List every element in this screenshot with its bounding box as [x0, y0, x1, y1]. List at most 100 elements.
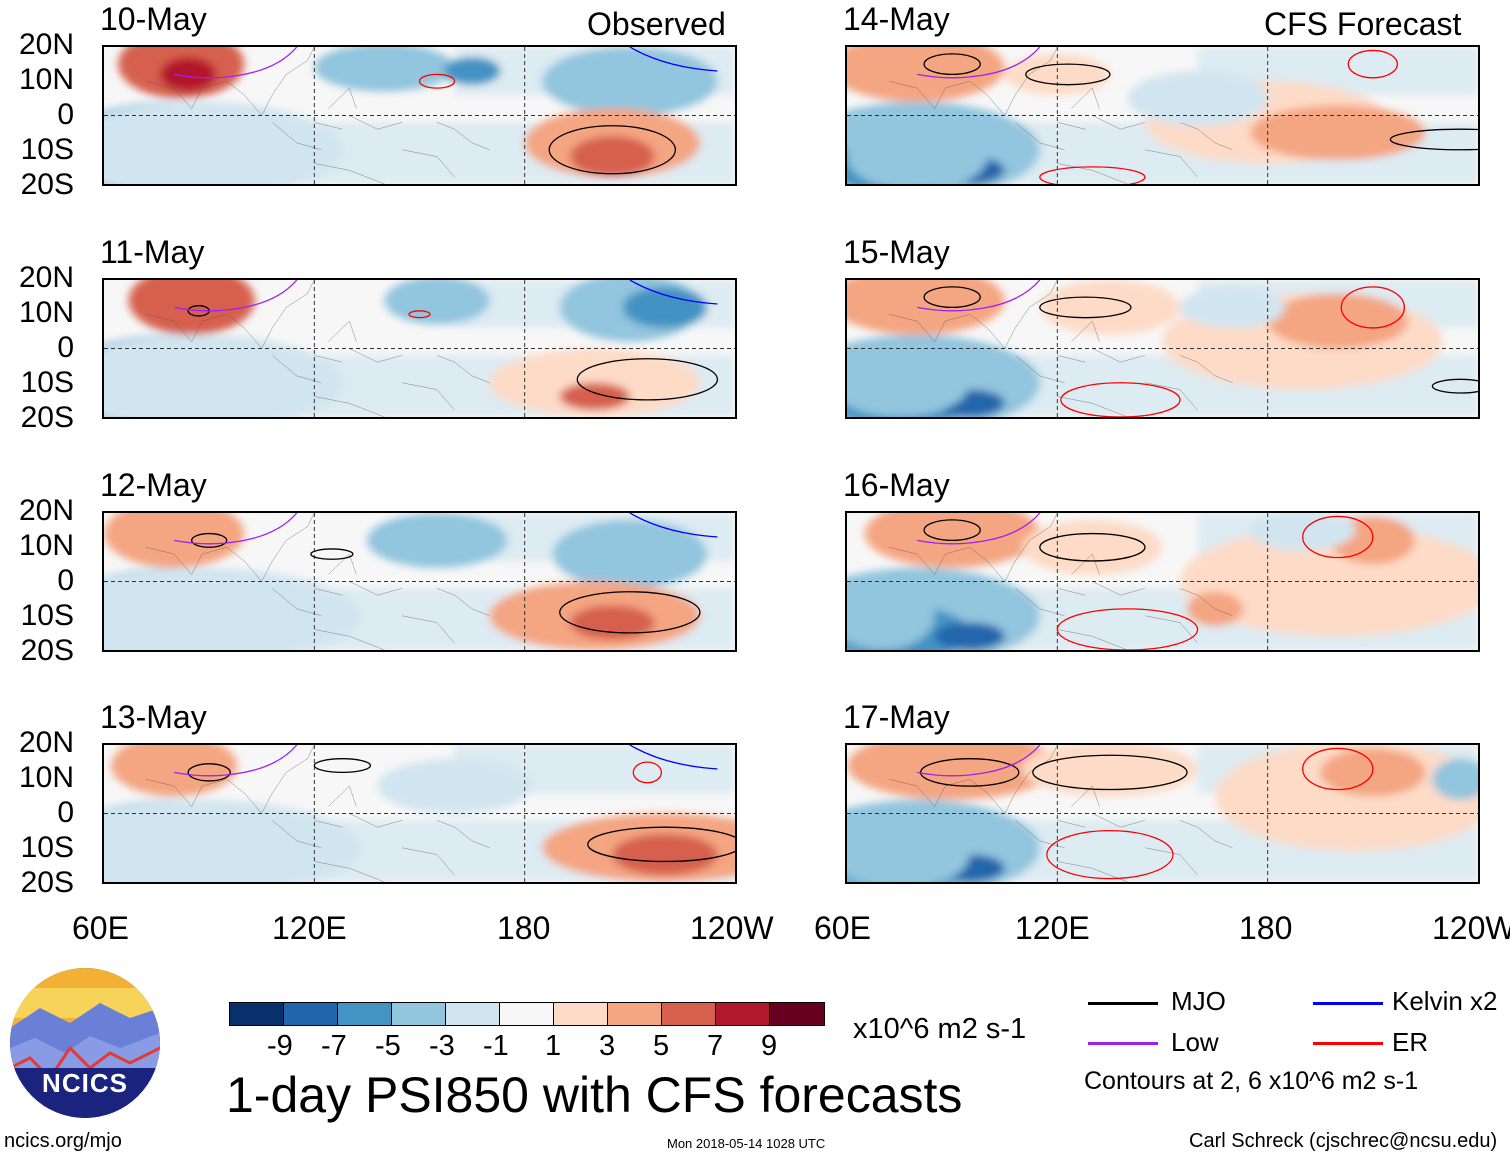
lat-tick: 20N: [18, 726, 74, 759]
anomaly-region: [377, 758, 532, 814]
colorbar-swatch: [392, 1003, 446, 1025]
lon-tick: 180: [497, 910, 551, 946]
anomaly-region: [612, 834, 718, 876]
panel-date: 16-May: [843, 467, 950, 503]
colorbar-label: -7: [321, 1030, 347, 1062]
panel-date: 13-May: [100, 699, 207, 735]
panel-date: 15-May: [843, 234, 950, 270]
anomaly-region: [1250, 513, 1356, 551]
map-panel: [845, 278, 1480, 419]
er-contour: [420, 74, 455, 88]
lat-tick: 20N: [18, 261, 74, 294]
colorbar-swatch: [554, 1003, 608, 1025]
map-panel: [845, 45, 1480, 186]
colorbar-swatch: [770, 1003, 824, 1025]
mjo-contour: [1040, 534, 1145, 561]
colorbar-label: -9: [267, 1030, 293, 1062]
mjo-contour: [924, 520, 980, 541]
panel-date: 17-May: [843, 699, 950, 735]
forecast-header: CFS Forecast: [1264, 6, 1462, 42]
anomaly-region: [847, 280, 1005, 335]
coastline: [146, 47, 490, 184]
anomaly-region: [1267, 293, 1408, 349]
coastline: [889, 745, 1233, 882]
lat-tick: 20N: [18, 28, 74, 61]
anomaly-region: [559, 382, 630, 411]
colorbar-swatch: [284, 1003, 338, 1025]
mjo-contour: [1033, 755, 1187, 789]
legend-low-line: [1088, 1042, 1158, 1045]
mjo-contour: [549, 126, 675, 174]
kelvin-contour: [630, 745, 718, 769]
anomaly-region: [847, 820, 970, 882]
kelvin-contour: [630, 47, 718, 71]
anomaly-region: [1250, 105, 1426, 161]
anomaly-region: [847, 47, 1005, 102]
colorbar-label: 3: [599, 1030, 616, 1062]
map-panel: [102, 278, 737, 419]
lat-tick: 0: [57, 564, 74, 597]
er-contour: [1047, 831, 1173, 879]
mjo-contour: [1390, 129, 1478, 150]
lat-tick: 20S: [20, 168, 74, 201]
anomaly-region: [622, 286, 707, 328]
coastline: [146, 745, 490, 882]
er-contour: [409, 311, 430, 318]
legend-low-label: Low: [1171, 1027, 1219, 1057]
anomaly-region: [570, 605, 655, 640]
anomaly-region: [160, 293, 224, 328]
mjo-contour: [1026, 64, 1110, 85]
footer-url[interactable]: ncics.org/mjo: [4, 1130, 122, 1152]
anomaly-region: [847, 122, 988, 184]
legend-kelvin-line: [1313, 1002, 1383, 1005]
coastline: [146, 280, 490, 417]
colorbar-swatch: [500, 1003, 554, 1025]
colorbar-label: 7: [707, 1030, 724, 1062]
anomaly-region: [570, 136, 655, 178]
lat-tick: 20S: [20, 866, 74, 899]
anomaly-region: [111, 745, 238, 797]
anomaly-region: [366, 513, 508, 568]
er-contour: [1040, 167, 1145, 184]
er-contour: [1057, 609, 1197, 650]
mjo-contour: [1040, 297, 1131, 318]
er-contour: [1303, 516, 1373, 557]
low-contour: [174, 280, 297, 311]
contour-note: Contours at 2, 6 x10^6 m2 s-1: [1084, 1067, 1419, 1095]
er-contour: [1341, 287, 1404, 328]
anomaly-region: [1180, 286, 1286, 328]
mjo-contour: [1432, 379, 1478, 393]
panel-date: 10-May: [100, 1, 207, 37]
mjo-contour: [924, 287, 980, 308]
er-contour: [1303, 748, 1373, 789]
lat-tick: 10N: [18, 529, 74, 562]
lat-tick: 10N: [18, 63, 74, 96]
map-panel: [102, 511, 737, 652]
colorbar-label: 5: [653, 1030, 670, 1062]
mjo-contour: [577, 359, 717, 400]
low-contour: [174, 745, 297, 776]
lon-tick: 120E: [1015, 910, 1090, 946]
lat-tick: 0: [57, 331, 74, 364]
coastline: [146, 513, 490, 650]
anomaly-region: [847, 348, 970, 417]
legend-kelvin-label: Kelvin x2: [1392, 986, 1498, 1016]
panel-date: 12-May: [100, 467, 207, 503]
colorbar-label: 9: [761, 1030, 778, 1062]
lon-tick: 180: [1239, 910, 1293, 946]
map-panel: [102, 45, 737, 186]
map-panel: [845, 743, 1480, 884]
legend-mjo-label: MJO: [1171, 986, 1226, 1016]
lat-tick: 10S: [20, 599, 74, 632]
colorbar-swatch: [446, 1003, 500, 1025]
logo-text: NCICS: [42, 1068, 128, 1098]
low-contour: [917, 47, 1040, 78]
anomaly-region: [1022, 745, 1198, 797]
footer-timestamp: Mon 2018-05-14 1028 UTC: [667, 1136, 826, 1151]
anomaly-region: [314, 47, 455, 92]
anomaly-region: [104, 513, 245, 568]
er-contour: [633, 762, 661, 783]
lon-tick: 120E: [272, 910, 347, 946]
colorbar-swatch: [230, 1003, 284, 1025]
